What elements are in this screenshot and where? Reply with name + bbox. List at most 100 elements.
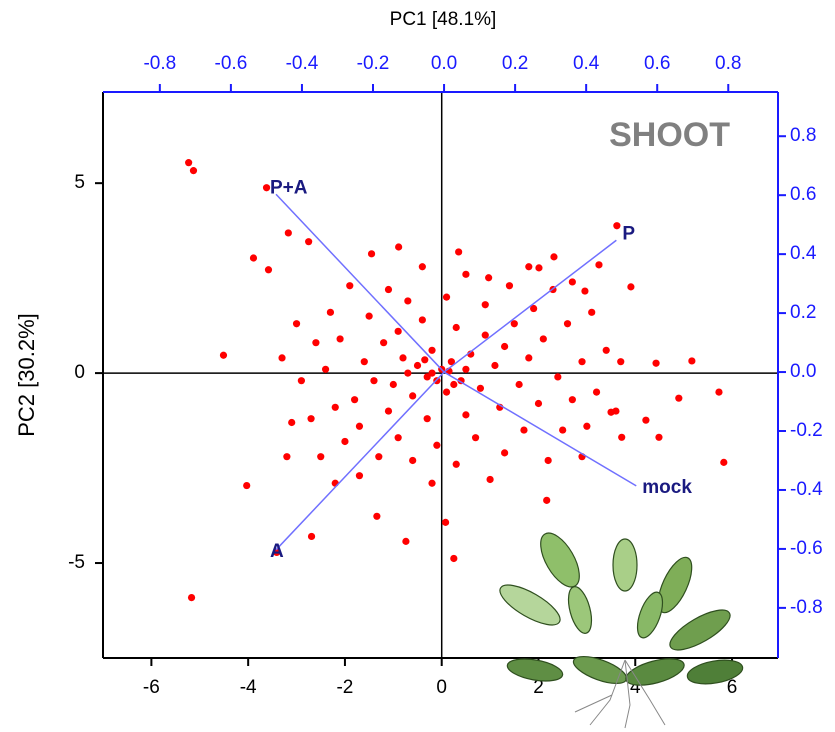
scatter-point: [433, 441, 441, 449]
scatter-point: [447, 358, 455, 366]
scatter-point: [394, 327, 402, 335]
scatter-point: [423, 415, 431, 423]
scatter-point: [404, 369, 412, 377]
scatter-point: [505, 282, 514, 290]
y2-tick-label: -0.2: [790, 420, 823, 441]
scatter-point: [652, 359, 660, 367]
x-tick-label: -6: [143, 677, 160, 698]
x2-tick-label: -0.2: [357, 53, 390, 74]
scatter-point: [336, 335, 344, 343]
loading-vector: [275, 193, 445, 373]
scatter-point: [312, 339, 320, 347]
scatter-point: [341, 437, 349, 446]
scatter-point: [535, 264, 543, 272]
scatter-point: [583, 422, 591, 430]
scatter-point: [423, 373, 431, 381]
scatter-point: [618, 433, 626, 441]
scatter-point: [418, 263, 426, 271]
y-tick-label: 5: [74, 172, 85, 193]
scatter-point: [462, 411, 470, 419]
scatter-point: [462, 365, 470, 373]
y2-tick-label: 0.6: [790, 184, 816, 205]
scatter-point: [588, 308, 596, 316]
scatter-point: [384, 407, 393, 415]
scatter-point: [455, 248, 463, 256]
annotation: SHOOT: [609, 116, 730, 154]
y2-tick-label: 0.8: [790, 125, 816, 146]
scatter-point: [365, 312, 373, 320]
scatter-point: [264, 266, 273, 274]
scatter-point: [525, 263, 533, 271]
loading-label: P+A: [270, 177, 308, 198]
x-tick-label: 2: [533, 677, 544, 698]
scatter-point: [331, 479, 339, 487]
scatter-point: [568, 396, 576, 404]
scatter-point: [292, 320, 301, 328]
scatter-point: [351, 396, 359, 404]
scatter-point: [409, 456, 417, 465]
scatter-point: [592, 388, 601, 396]
x-tick-label: -2: [336, 677, 353, 698]
scatter-point: [288, 418, 296, 427]
scatter-point: [544, 456, 552, 465]
x2-tick-label: 0.8: [715, 53, 741, 74]
plant-illustration: [499, 532, 744, 729]
scatter-point: [563, 320, 572, 328]
scatter-point: [321, 365, 330, 373]
scatter-point: [305, 238, 313, 246]
scatter-point: [617, 358, 625, 366]
scatter-point: [581, 287, 589, 295]
scatter-point: [655, 433, 663, 441]
scatter-point: [395, 243, 403, 251]
scatter-point: [297, 377, 305, 385]
scatter-point: [346, 282, 354, 290]
scatter-point: [326, 308, 335, 316]
scatter-point: [452, 460, 460, 468]
scatter-point: [595, 261, 603, 269]
scatter-point: [283, 453, 291, 461]
loading-vector: [443, 239, 617, 373]
scatter-point: [471, 434, 480, 442]
x2-tick-label: 0.0: [431, 53, 457, 74]
scatter-point: [510, 320, 518, 328]
scatter-point: [402, 537, 410, 545]
chart-title: PC1 [48.1%]: [390, 9, 497, 30]
scatter-point: [525, 354, 533, 362]
scatter-point: [450, 554, 458, 563]
scatter-point: [476, 384, 485, 392]
scatter-point: [185, 159, 193, 167]
scatter-point: [243, 481, 251, 490]
y-tick-label: -5: [68, 552, 85, 573]
y2-tick-label: 0.4: [790, 243, 817, 264]
scatter-point: [534, 399, 543, 408]
x-tick-label: 6: [727, 677, 738, 698]
scatter-point: [284, 229, 292, 237]
scatter-point: [530, 304, 538, 313]
scatter-point: [688, 357, 696, 365]
x2-tick-label: 0.2: [502, 53, 528, 74]
scatter-point: [442, 293, 451, 301]
y2-tick-label: -0.6: [790, 538, 823, 559]
scatter-point: [331, 403, 339, 411]
x2-tick-label: 0.4: [573, 53, 600, 74]
scatter-point: [568, 278, 576, 286]
scatter-point: [428, 369, 436, 377]
scatter-point: [399, 354, 407, 362]
scatter-point: [612, 407, 620, 415]
x-tick-label: 4: [630, 677, 641, 698]
scatter-point: [428, 479, 436, 487]
scatter-point: [613, 222, 621, 230]
scatter-point: [404, 297, 412, 305]
scatter-point: [627, 283, 635, 291]
loading-label: mock: [642, 477, 692, 498]
x2-tick-label: -0.6: [215, 53, 248, 74]
scatter-point: [441, 518, 450, 526]
loading-vector: [443, 371, 637, 487]
scatter-point: [675, 394, 683, 402]
scatter-point: [486, 475, 494, 484]
scatter-point: [543, 496, 551, 504]
scatter-point: [421, 356, 429, 364]
scatter-point: [249, 254, 258, 262]
scatter-point: [409, 392, 417, 400]
scatter-point: [539, 335, 547, 343]
